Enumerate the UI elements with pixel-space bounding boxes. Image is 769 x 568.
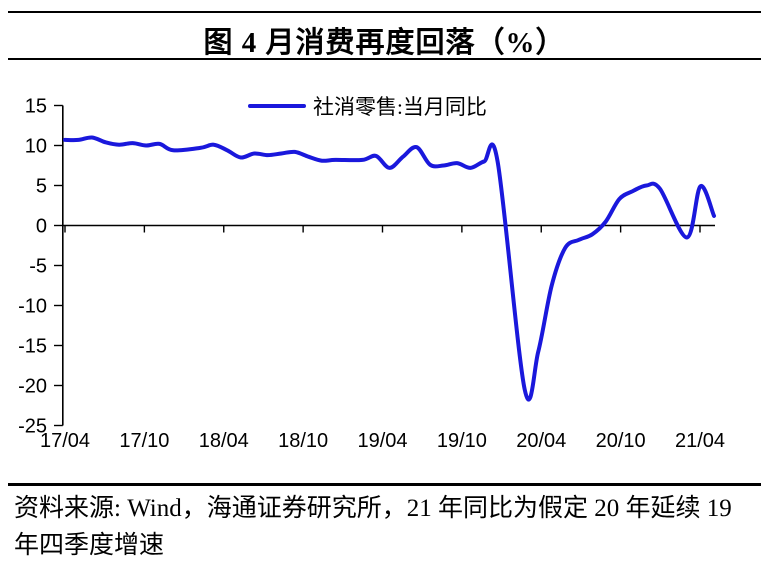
legend-line-icon xyxy=(248,104,306,108)
x-axis-tick-label: 21/04 xyxy=(675,430,725,452)
x-axis-tick-label: 17/04 xyxy=(40,430,90,452)
footer-divider-rule xyxy=(8,483,761,486)
y-axis-tick-label: 10 xyxy=(25,136,47,158)
x-axis-tick-label: 19/10 xyxy=(437,430,487,452)
y-axis-tick-label: 5 xyxy=(36,176,47,198)
x-axis-tick-label: 18/10 xyxy=(278,430,328,452)
x-axis-tick-label: 17/10 xyxy=(119,430,169,452)
y-axis-tick-label: -20 xyxy=(18,376,47,398)
legend-label: 社消零售:当月同比 xyxy=(313,95,487,119)
y-axis-tick-label: -25 xyxy=(18,416,47,438)
x-axis-tick-label: 20/10 xyxy=(596,430,646,452)
x-axis-tick-label: 20/04 xyxy=(516,430,566,452)
y-axis-tick-label: 15 xyxy=(25,96,47,118)
y-axis-tick-label: -15 xyxy=(18,336,47,358)
chart-title: 图 4 月消费再度回落（%） xyxy=(203,27,566,59)
x-axis-tick-label: 18/04 xyxy=(199,430,249,452)
y-axis-tick-label: 0 xyxy=(36,216,47,238)
title-divider-rule xyxy=(8,58,761,60)
chart-legend: 社消零售:当月同比 xyxy=(248,93,487,119)
source-note: 资料来源: Wind，海通证券研究所，21 年同比为假定 20 年延续 19 年… xyxy=(14,495,732,559)
series-line-path xyxy=(63,135,716,402)
top-rule xyxy=(8,11,761,13)
x-axis-tick-label: 19/04 xyxy=(357,430,407,452)
y-axis-tick-label: -10 xyxy=(18,296,47,318)
y-axis-tick-label: -5 xyxy=(29,256,47,278)
